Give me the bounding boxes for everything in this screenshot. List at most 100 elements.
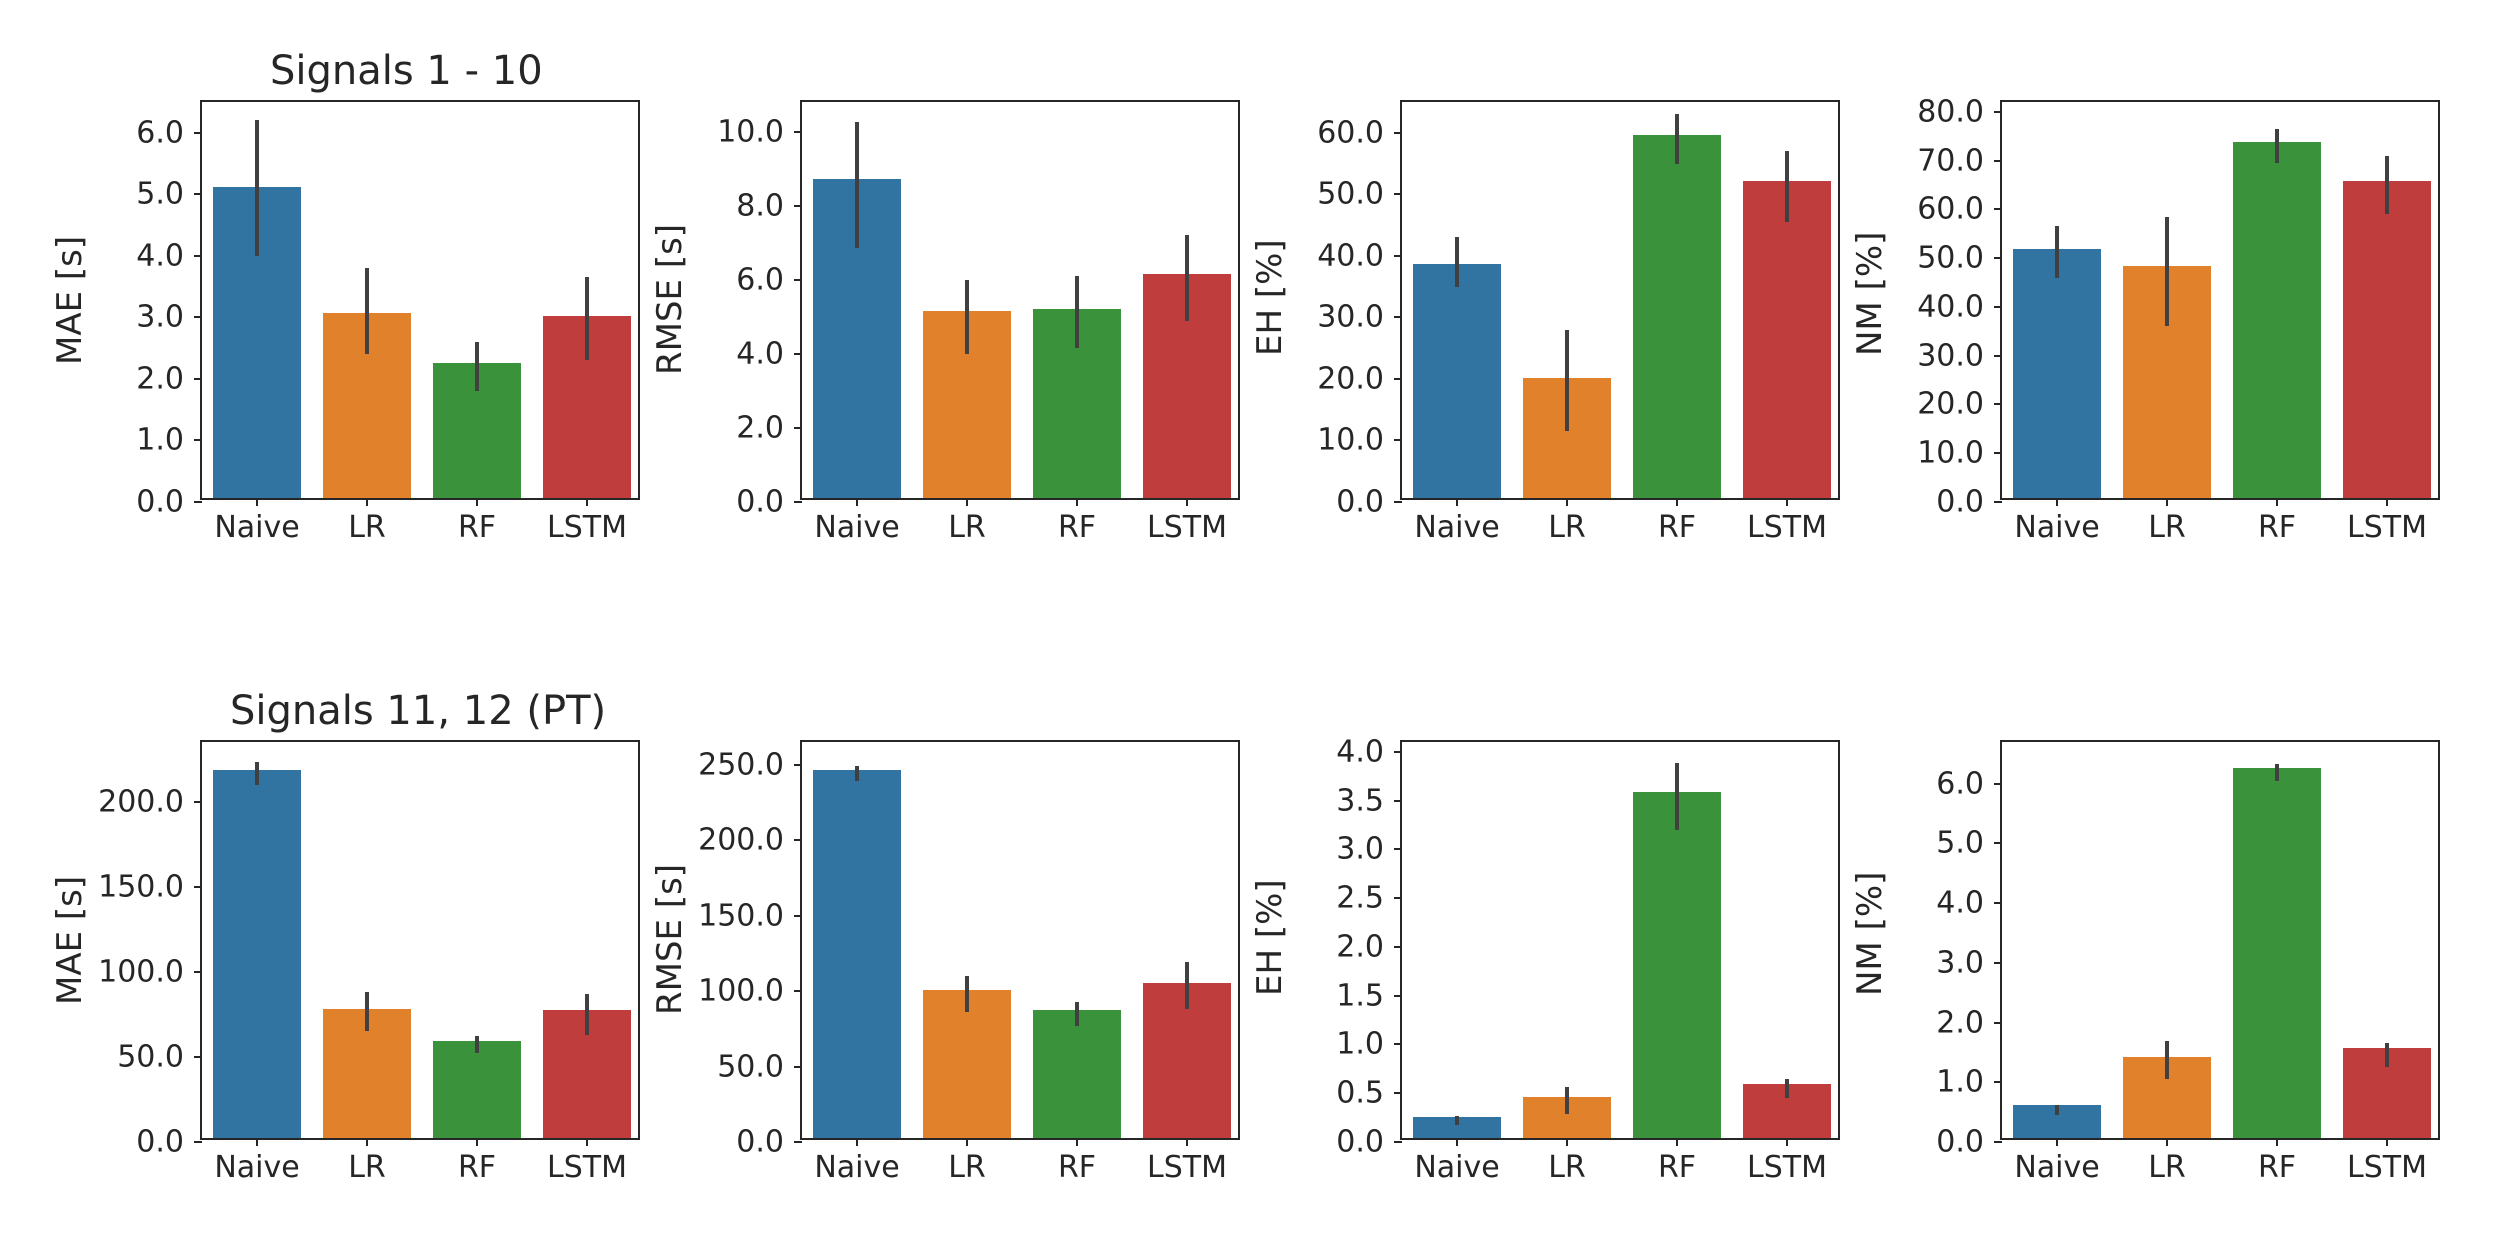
errorbar [1565,330,1569,432]
ytick-label: 1.5 [1336,978,1402,1013]
xtick-label: LR [2148,1138,2186,1185]
xtick-label: LSTM [547,1138,627,1185]
errorbar [1185,962,1189,1009]
xtick-label: RF [458,1138,496,1185]
bar-rf [433,1041,521,1138]
bar-naive [2013,249,2101,498]
ytick-label: 100.0 [698,974,802,1009]
ytick-label: 4.0 [1336,734,1402,769]
xtick-label: Naive [814,498,899,545]
ytick-label: 2.5 [1336,881,1402,916]
xtick-label: LSTM [1747,498,1827,545]
ytick-label: 5.0 [136,177,202,212]
ytick-label: 6.0 [1936,766,2002,801]
bar-naive [813,770,901,1138]
ylabel: EH [%] [1250,239,1290,356]
ytick-label: 3.0 [136,300,202,335]
ytick-label: 200.0 [698,823,802,858]
errorbar [2275,764,2279,781]
panel-r1-c1: 0.050.0100.0150.0200.0250.0NaiveLRRFLSTM [800,740,1240,1140]
xtick-label: Naive [2014,1138,2099,1185]
errorbar [365,268,369,354]
ytick-label: 40.0 [1917,289,2002,324]
errorbar [585,277,589,360]
xtick-label: LR [2148,498,2186,545]
errorbar [1785,151,1789,222]
xtick-label: RF [2258,498,2296,545]
ytick-label: 0.0 [136,1125,202,1160]
errorbar [255,762,259,784]
xtick-label: LSTM [2347,1138,2427,1185]
panel-r1-c2: 0.00.51.01.52.02.53.03.54.0NaiveLRRFLSTM [1400,740,1840,1140]
errorbar [855,766,859,781]
xtick-label: Naive [2014,498,2099,545]
errorbar [1785,1079,1789,1099]
ytick-label: 70.0 [1917,143,2002,178]
xtick-label: Naive [214,1138,299,1185]
bar-lstm [2343,181,2431,498]
ylabel: RMSE [s] [650,224,690,375]
xtick-label: LR [948,1138,986,1185]
errorbar [2385,1043,2389,1067]
errorbar [255,120,259,255]
xtick-label: LR [1548,1138,1586,1185]
ytick-label: 50.0 [717,1049,802,1084]
ytick-label: 6.0 [136,115,202,150]
bar-lr [923,990,1011,1138]
xtick-label: LSTM [1147,498,1227,545]
ytick-label: 50.0 [117,1039,202,1074]
errorbar [585,994,589,1035]
ytick-label: 1.0 [136,423,202,458]
panel-r0-c2: 0.010.020.030.040.050.060.0NaiveLRRFLSTM [1400,100,1840,500]
ytick-label: 0.5 [1336,1076,1402,1111]
errorbar [965,976,969,1012]
ytick-label: 4.0 [736,336,802,371]
ylabel: NM [%] [1850,872,1890,996]
errorbar [1455,237,1459,286]
errorbar [475,342,479,391]
row-title-2: Signals 11, 12 (PT) [230,688,606,734]
errorbar [2165,1041,2169,1080]
ytick-label: 1.0 [1936,1065,2002,1100]
ytick-label: 0.0 [1936,485,2002,520]
ytick-label: 150.0 [98,869,202,904]
ytick-label: 3.5 [1336,783,1402,818]
errorbar [2275,129,2279,163]
xtick-label: RF [1658,1138,1696,1185]
ytick-label: 60.0 [1317,115,1402,150]
panel-r0-c3: 0.010.020.030.040.050.060.070.080.0Naive… [2000,100,2440,500]
ytick-label: 50.0 [1317,177,1402,212]
xtick-label: RF [1658,498,1696,545]
xtick-label: Naive [1414,1138,1499,1185]
xtick-label: RF [1058,498,1096,545]
ytick-label: 10.0 [1917,436,2002,471]
bar-lstm [1743,181,1831,498]
ytick-label: 8.0 [736,188,802,223]
xtick-label: Naive [214,498,299,545]
ylabel: EH [%] [1250,879,1290,996]
ytick-label: 10.0 [1317,423,1402,458]
xtick-label: LR [348,498,386,545]
ylabel: RMSE [s] [650,864,690,1015]
panel-r1-c0: 0.050.0100.0150.0200.0NaiveLRRFLSTM [200,740,640,1140]
errorbar [1075,1002,1079,1026]
errorbar [1565,1087,1569,1113]
ytick-label: 50.0 [1917,241,2002,276]
panel-r0-c1: 0.02.04.06.08.010.0NaiveLRRFLSTM [800,100,1240,500]
ytick-label: 1.0 [1336,1027,1402,1062]
xtick-label: LR [1548,498,1586,545]
bar-rf [1033,1010,1121,1138]
ytick-label: 0.0 [1336,485,1402,520]
ytick-label: 0.0 [1336,1125,1402,1160]
bar-rf [2233,142,2321,498]
bar-naive [213,770,301,1138]
ytick-label: 5.0 [1936,826,2002,861]
ytick-label: 6.0 [736,262,802,297]
bar-rf [1633,135,1721,498]
ytick-label: 30.0 [1917,338,2002,373]
ytick-label: 80.0 [1917,94,2002,129]
xtick-label: Naive [814,1138,899,1185]
ytick-label: 250.0 [698,747,802,782]
errorbar [365,992,369,1031]
ytick-label: 10.0 [717,114,802,149]
